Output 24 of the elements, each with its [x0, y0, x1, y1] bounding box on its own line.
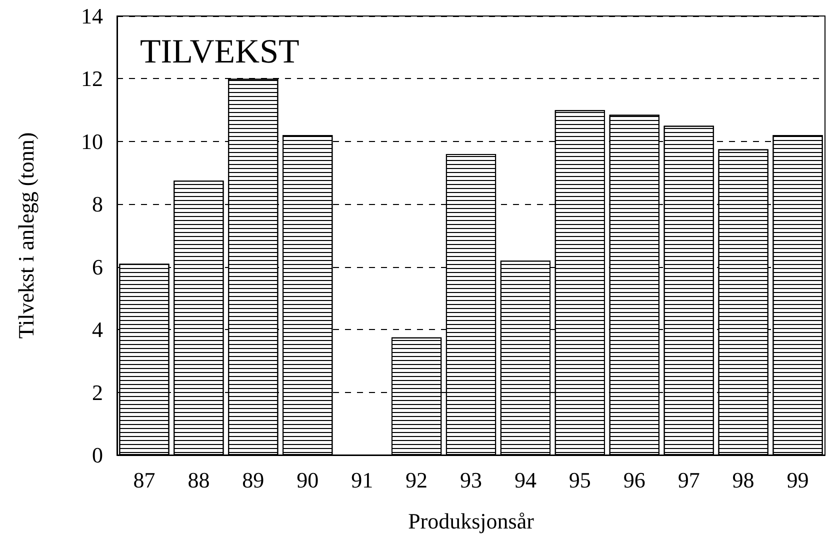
x-tick-label: 93 — [460, 468, 482, 492]
y-tick-label: 8 — [92, 192, 103, 217]
x-tick-label: 97 — [678, 468, 700, 492]
x-tick-label: 89 — [242, 468, 264, 492]
text: TILVEKST — [140, 34, 300, 70]
y-tick-label: 12 — [81, 66, 103, 92]
y-tick-label: 2 — [92, 380, 103, 405]
x-tick-label: 92 — [406, 468, 428, 492]
x-axis-title: Produksjonsår — [408, 508, 535, 534]
x-tick-label: 90 — [296, 468, 319, 492]
x-tick-label: 96 — [623, 468, 646, 492]
x-tick-label: 98 — [732, 468, 754, 492]
y-tick-label: 10 — [81, 128, 103, 154]
y-tick-label: 4 — [92, 317, 103, 342]
x-tick-label: 87 — [133, 468, 156, 492]
x-tick-label: 94 — [514, 468, 536, 492]
x-tick-label: 95 — [568, 468, 591, 492]
y-tick-label: 14 — [81, 4, 103, 28]
y-tick-label: 0 — [92, 442, 103, 468]
x-tick-label: 99 — [786, 468, 809, 492]
y-axis-title: Tilvekst i anlegg (tonn) — [14, 132, 38, 339]
x-tick-label: 88 — [188, 468, 210, 492]
x-tick-label: 91 — [351, 468, 374, 492]
y-tick-label: 6 — [92, 254, 103, 280]
